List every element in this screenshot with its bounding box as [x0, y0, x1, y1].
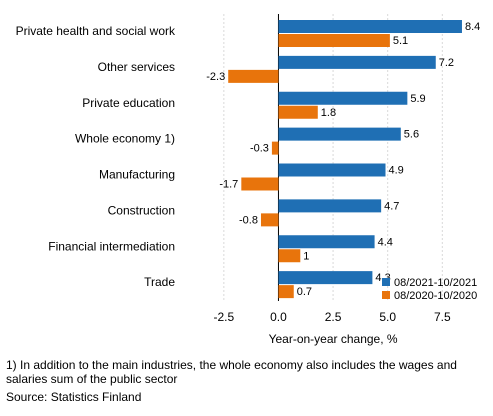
bar: [271, 141, 279, 155]
bar: [278, 271, 373, 285]
bar: [278, 91, 408, 105]
x-tick-label: 2.5: [325, 310, 342, 324]
data-label: 5.9: [410, 93, 425, 105]
data-label: 5.1: [393, 35, 408, 47]
category-label: Trade: [144, 275, 175, 289]
data-label: 4.9: [389, 165, 404, 177]
x-tick-label: -2.5: [214, 310, 235, 324]
bar: [278, 249, 301, 263]
data-label: 5.6: [404, 129, 419, 141]
bar: [278, 199, 382, 213]
data-label: 4.4: [378, 236, 393, 248]
bar: [278, 34, 390, 47]
footnote: 1) In addition to the main industries, t…: [6, 358, 457, 386]
data-label: 8.4: [465, 21, 480, 33]
bar-chart: Private health and social work Other serv…: [16, 14, 480, 346]
bar: [260, 213, 279, 227]
data-label: -0.8: [239, 214, 258, 226]
category-labels: Private health and social work Other serv…: [16, 24, 176, 289]
data-label: -0.3: [250, 143, 269, 155]
bars: [228, 20, 462, 299]
category-label: Other services: [98, 60, 175, 74]
category-label: Private health and social work: [16, 24, 176, 38]
legend-label: 08/2021-10/2021: [394, 277, 477, 289]
bar: [278, 127, 401, 141]
data-label: 1: [303, 250, 309, 262]
category-label: Manufacturing: [99, 168, 175, 182]
source-note: Source: Statistics Finland: [6, 390, 142, 404]
category-label: Private education: [82, 96, 175, 110]
data-label: 1.8: [321, 107, 336, 119]
bar: [278, 235, 375, 249]
bar: [241, 177, 279, 191]
legend-swatch: [382, 291, 390, 299]
bar: [278, 163, 386, 177]
legend-swatch: [382, 278, 390, 286]
bar: [278, 55, 436, 69]
bar: [278, 105, 318, 119]
data-label: 7.2: [439, 57, 454, 69]
x-tick-label: 0.0: [270, 310, 287, 324]
category-label: Whole economy 1): [75, 132, 175, 146]
bar: [278, 20, 462, 33]
data-label: -2.3: [206, 71, 225, 83]
x-tick-label: 5.0: [379, 310, 396, 324]
category-label: Financial intermediation: [48, 239, 175, 253]
data-label: 0.7: [297, 286, 312, 298]
x-axis-ticks: -2.5 0.0 2.5 5.0 7.5: [214, 310, 451, 324]
bar: [228, 69, 279, 83]
x-axis-title: Year-on-year change, %: [269, 332, 398, 346]
data-label: -1.7: [219, 179, 238, 191]
data-label: 4.7: [384, 200, 399, 212]
category-label: Construction: [108, 203, 175, 217]
legend-label: 08/2020-10/2020: [394, 290, 477, 302]
bar: [278, 285, 294, 299]
x-tick-label: 7.5: [434, 310, 451, 324]
